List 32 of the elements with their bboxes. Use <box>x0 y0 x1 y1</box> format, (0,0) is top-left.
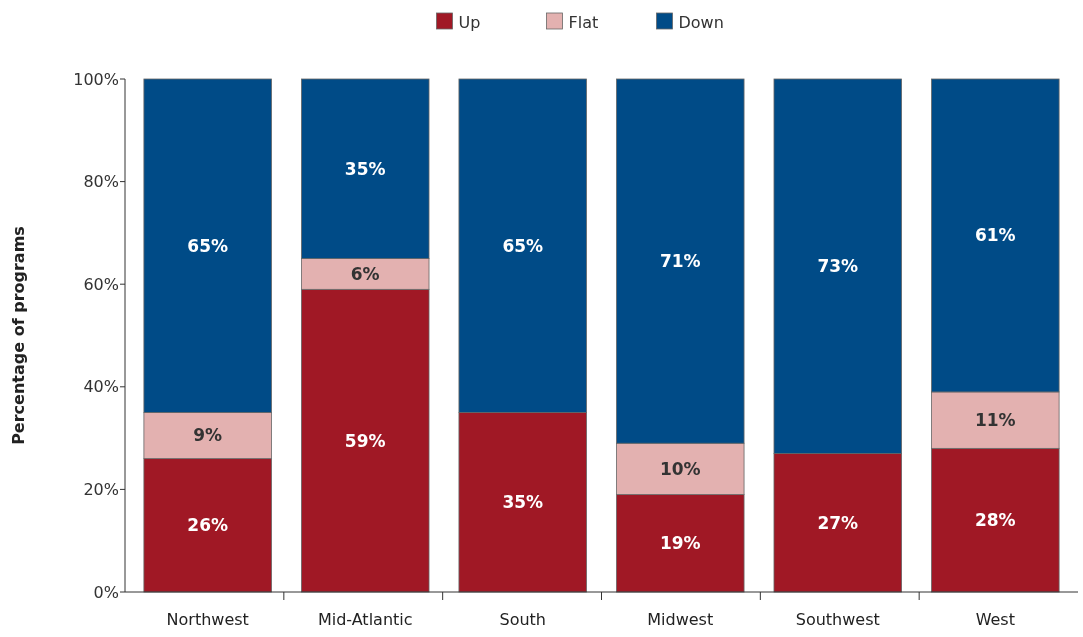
data-label: 28% <box>974 510 1016 531</box>
data-label: 59% <box>344 430 386 451</box>
data-label: 27% <box>817 512 859 533</box>
x-tick-label: Northwest <box>166 610 249 629</box>
x-tick-label: Mid-Atlantic <box>317 610 413 629</box>
data-label: 61% <box>974 225 1016 246</box>
x-tick-label: Midwest <box>647 610 714 629</box>
data-label: 35% <box>502 492 544 513</box>
legend-label: Up <box>458 12 481 32</box>
data-label: 19% <box>659 533 701 554</box>
y-tick-label: 20% <box>83 480 119 499</box>
y-tick-label: 0% <box>93 582 119 602</box>
x-tick-label: West <box>975 610 1015 629</box>
data-label: 35% <box>344 158 386 179</box>
y-axis-title: Percentage of programs <box>9 226 28 445</box>
data-label: 6% <box>350 263 380 284</box>
data-label: 71% <box>659 251 701 272</box>
data-label: 11% <box>974 410 1016 431</box>
y-tick-label: 60% <box>83 274 119 294</box>
legend-label: Flat <box>568 12 599 32</box>
y-tick-label: 40% <box>83 377 119 397</box>
legend-label: Down <box>678 12 724 32</box>
data-label: 73% <box>817 256 859 277</box>
data-label: 10% <box>659 458 701 479</box>
data-label: 65% <box>187 235 229 256</box>
x-tick-label: Southwest <box>795 610 880 629</box>
x-tick-label: South <box>499 610 546 629</box>
data-label: 9% <box>193 425 223 446</box>
y-tick-label: 80% <box>83 172 119 192</box>
data-label: 65% <box>502 235 544 256</box>
data-label: 26% <box>187 515 229 536</box>
y-tick-label: 100% <box>73 69 119 89</box>
